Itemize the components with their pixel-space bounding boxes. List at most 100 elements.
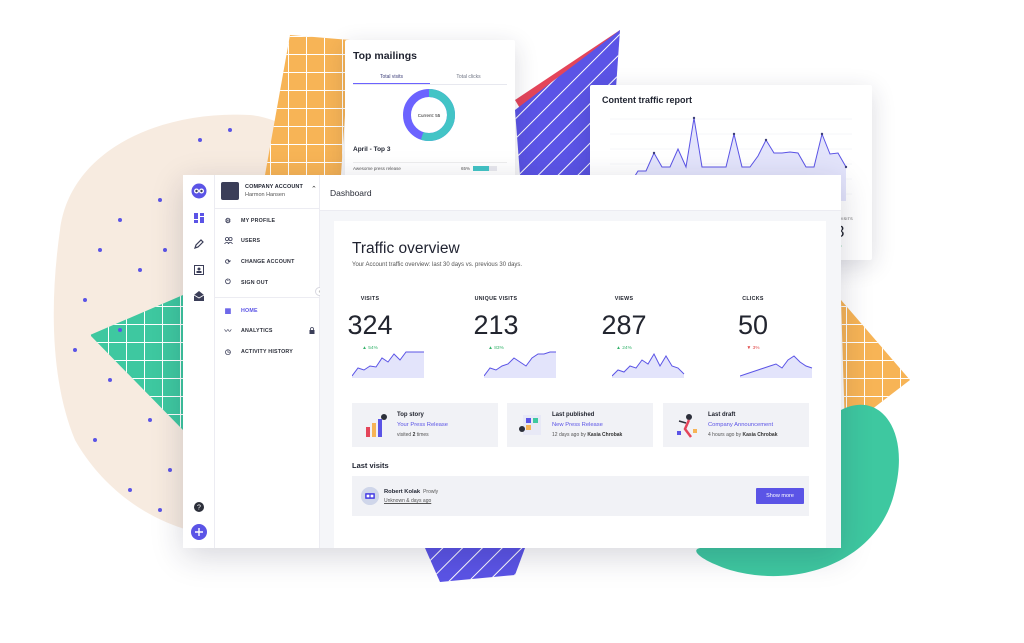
dashboard-icon: ▦ [224,308,232,315]
chart-illustration-icon [366,414,387,437]
tile-title: Last published [552,412,595,418]
tile-title: Last draft [708,412,736,418]
content-traffic-title: Content traffic report [602,95,692,105]
kpi-value: 324 [347,310,393,340]
kpi-label: CLICKS [742,296,764,302]
last-draft-tile[interactable]: Last draft Company Announcement 4 hours … [663,403,809,447]
tile-link[interactable]: Your Press Release [397,422,449,428]
row-progress-bar [473,166,497,171]
analytics-icon: 〰 [224,328,232,335]
power-icon: ⏻ [225,279,231,286]
kpi-clicks: CLICKS 50 ▼ 3% [703,296,803,351]
main-content: Traffic overview Your Account traffic ov… [320,211,841,548]
kpi-views: VIEWS 287 ▲ 24% [574,296,674,351]
kpi-value: 50 [737,310,769,340]
kpi-change: ▲ 54% [362,346,378,351]
top-mailings-card: Top mailings Total visits Total clicks C… [345,40,515,180]
kpi-change: ▲ 24% [616,346,632,351]
avatar [361,487,379,505]
menu-item-users[interactable]: USERS [223,235,315,247]
top-mailings-donut: Current: 55 [403,89,455,141]
last-visits-heading: Last visits [352,461,389,470]
menu-item-sign-out[interactable]: ⏻ SIGN OUT [223,277,315,289]
users-icon [223,236,233,246]
top-mailings-subtitle: April - Top 3 [353,146,391,153]
menu-item-home[interactable]: ▦ HOME [223,305,315,317]
refresh-icon: ⟳ [224,259,232,266]
breadcrumb: Dashboard [330,188,372,198]
kpi-visits: VISITS 324 ▲ 54% [320,296,420,351]
kpi-change: ▲ 83% [488,346,504,351]
kpi-unique-visits: UNIQUE VISITS 213 ▲ 83% [446,296,546,351]
kpi-label: VIEWS [614,296,634,302]
donut-center-label: Current: 55 [418,113,441,118]
menu-item-label: ANALYTICS [241,328,273,334]
lock-icon [309,326,315,336]
account-user: Harmon Hansen [245,192,286,198]
kpi-change: ▼ 3% [746,346,760,351]
icon-rail: ? [183,175,215,548]
menu-item-label: HOME [241,308,258,314]
visits-sparkline [352,351,424,378]
tile-meta: 12 days ago by Kasia Chrobak [552,432,623,438]
page-subtitle: Your Account traffic overview: last 30 d… [352,262,523,268]
dot-pattern [73,128,232,512]
visit-time-link[interactable]: Unknown & days ago [384,498,432,504]
kpi-value: 287 [601,310,647,340]
traffic-overview-panel: Traffic overview Your Account traffic ov… [334,221,826,548]
divider [215,297,320,298]
page-title: Traffic overview [352,240,460,257]
top-mailings-row: Awesome press release 65% [353,162,507,171]
menu-item-label: ACTIVITY HISTORY [241,349,293,355]
help-icon[interactable]: ? [193,501,205,513]
row-label: Awesome press release [353,166,401,171]
kpi-label: VISITS [360,296,380,302]
account-switcher[interactable]: COMPANY ACCOUNT Harmon Hansen ⌃ [221,182,317,204]
add-button[interactable] [191,524,207,540]
contacts-icon[interactable] [193,264,205,276]
menu-item-label: MY PROFILE [241,218,276,224]
clock-icon: ◷ [224,349,232,356]
kpi-value: 213 [473,310,519,340]
top-mailings-title: Top mailings [353,50,417,62]
tile-link[interactable]: New Press Release [552,422,603,428]
visitor-source: Prowly [423,489,439,495]
menu-item-change-account[interactable]: ⟳ CHANGE ACCOUNT [223,256,315,268]
edit-icon[interactable] [193,238,205,250]
row-percent: 65% [461,166,471,171]
side-menu: COMPANY ACCOUNT Harmon Hansen ⌃ ⚙ MY PRO… [215,175,320,548]
tile-meta: 4 hours ago by Kasia Chrobak [708,432,778,438]
gear-icon: ⚙ [224,218,232,225]
tile-meta: visited 2 times [397,432,429,438]
kpi-label: UNIQUE VISITS [474,296,518,302]
show-more-button[interactable]: Show more [756,488,804,504]
divider [215,208,320,209]
tab-total-clicks[interactable]: Total clicks [456,74,481,80]
top-story-tile[interactable]: Top story Your Press Release visited 2 t… [352,403,498,447]
svg-text:?: ? [197,505,201,512]
app-window: ? COMPANY ACCOUNT Harmon Hansen ⌃ ⚙ MY P… [183,175,841,548]
menu-item-label: SIGN OUT [241,280,269,286]
menu-item-label: USERS [241,238,261,244]
person-illustration-icon [677,414,697,438]
tile-title: Top story [397,412,424,418]
mail-icon[interactable] [193,290,205,302]
views-sparkline [612,352,685,378]
board-illustration-icon [519,415,541,435]
account-avatar [221,182,239,200]
menu-item-my-profile[interactable]: ⚙ MY PROFILE [223,215,315,227]
unique-visits-sparkline [484,351,556,378]
logo-icon[interactable] [191,183,207,199]
menu-item-label: CHANGE ACCOUNT [241,259,295,265]
last-published-tile[interactable]: Last published New Press Release 12 days… [507,403,653,447]
chevron-up-icon[interactable]: ⌃ [311,186,317,193]
tile-link[interactable]: Company Announcement [708,422,774,428]
menu-item-activity-history[interactable]: ◷ ACTIVITY HISTORY [223,346,315,358]
menu-item-analytics[interactable]: 〰 ANALYTICS [223,325,315,337]
visitor-name: Robert Kolak Prowly [384,489,439,495]
clicks-sparkline [740,355,813,378]
dashboard-icon[interactable] [193,212,205,224]
tab-total-visits[interactable]: Total visits [353,74,430,84]
teal-blob-shape [696,404,899,577]
last-visit-row: Robert Kolak Prowly Unknown & days ago Sh… [352,476,809,516]
